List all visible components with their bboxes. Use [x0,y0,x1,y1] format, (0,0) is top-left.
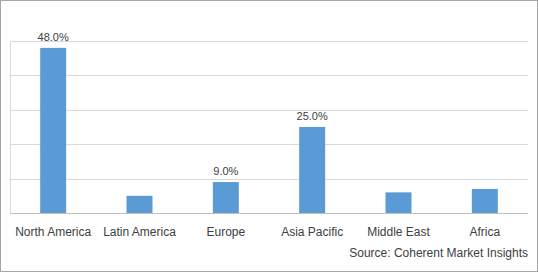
category-label: Africa [469,225,500,239]
source-note: Source: Coherent Market Insights [349,246,528,260]
bar [299,127,325,213]
chart: 48.0% 9.0% 25.0% North America Latin America… [0,0,538,272]
data-label: 48.0% [38,31,69,43]
bar [386,192,412,213]
data-label: 25.0% [297,110,328,122]
grid-line [10,110,528,111]
grid-line [10,144,528,145]
y-axis-line [10,41,11,213]
category-label: Latin America [103,225,176,239]
bar [40,48,66,213]
grid-line [10,213,528,214]
bar [472,189,498,213]
bar [213,182,239,213]
frame [1,1,538,272]
category-label: Europe [206,225,245,239]
bars [40,48,498,213]
grid-line [10,75,528,76]
category-label: North America [15,225,91,239]
category-label: Asia Pacific [281,225,343,239]
bar [127,196,153,213]
grid-line [10,179,528,180]
chart-container: 48.0% 9.0% 25.0% North America Latin America… [0,0,538,272]
category-label: Middle East [367,225,430,239]
x-axis-line [10,213,528,214]
data-label: 9.0% [213,165,238,177]
grid-line [10,41,528,42]
